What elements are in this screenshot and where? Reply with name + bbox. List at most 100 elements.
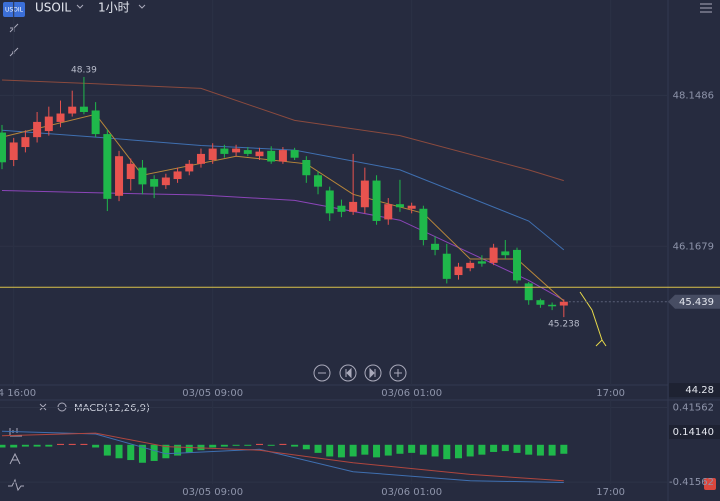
- macd-bar: [115, 444, 123, 459]
- macd-bar: [443, 444, 451, 460]
- candle-body: [33, 121, 42, 138]
- macd-bar: [384, 444, 392, 456]
- macd-bar: [80, 443, 88, 445]
- macd-bar: [255, 443, 263, 445]
- candle-body: [477, 261, 486, 264]
- symbol-caret[interactable]: [76, 4, 84, 9]
- candle-body: [536, 300, 545, 305]
- last-price-box: [668, 294, 720, 309]
- macd-bar: [408, 444, 416, 453]
- macd-bar: [103, 444, 111, 456]
- candle-body: [372, 180, 381, 221]
- macd-bar: [291, 444, 299, 447]
- price-annotation: 45.238: [548, 320, 580, 330]
- macd-bar: [33, 444, 41, 447]
- macd-bar: [349, 444, 357, 457]
- macd-bar: [138, 444, 146, 463]
- candle-body: [524, 283, 533, 301]
- tool-icon[interactable]: [9, 452, 21, 465]
- candle-body: [501, 251, 510, 256]
- macd-bar: [185, 444, 193, 453]
- candle-body: [395, 204, 404, 208]
- y-tick-label: 0.14140: [673, 427, 714, 438]
- scroll-left[interactable]: [339, 364, 357, 382]
- y-tick-label: 44.28: [685, 385, 714, 396]
- interval[interactable]: 1小时: [98, 1, 130, 15]
- x-tick-label: 17:00: [596, 388, 625, 399]
- x-tick-label: 04 16:00: [0, 388, 36, 399]
- candle-body: [302, 160, 311, 176]
- macd-bar: [490, 444, 498, 452]
- red-icon[interactable]: [704, 478, 716, 490]
- scroll-left-icon: [345, 367, 352, 379]
- macd-bar: [127, 444, 135, 461]
- macd-bar: [478, 444, 486, 455]
- macd-bar: [536, 444, 544, 456]
- macd-bar: [373, 444, 381, 458]
- macd-bar: [232, 444, 240, 446]
- interval-caret[interactable]: [138, 4, 146, 9]
- macd-bar: [501, 444, 509, 452]
- zoom-out[interactable]: [313, 364, 331, 382]
- candle-body: [360, 180, 369, 208]
- candle-body: [115, 156, 124, 196]
- x-tick-label: 03/06 01:00: [381, 487, 442, 498]
- candle-body: [548, 304, 557, 307]
- nav-buttons: [313, 364, 407, 382]
- candle-body: [56, 113, 65, 122]
- candle-body: [161, 177, 170, 186]
- y-tick-label: 46.1679: [673, 241, 714, 252]
- macd-bar: [10, 444, 18, 448]
- symbol[interactable]: USOIL: [35, 1, 71, 15]
- candle-body: [196, 153, 205, 164]
- symbol-icon-text: USOIL: [5, 7, 24, 14]
- tool-icon[interactable]: [8, 478, 24, 492]
- candle-body: [21, 137, 30, 148]
- candle-body: [255, 151, 264, 157]
- candle-body: [349, 201, 358, 212]
- y-tick-label: -0.41562: [669, 477, 714, 488]
- menu-icon[interactable]: [700, 3, 712, 13]
- macd-bar: [466, 444, 474, 457]
- macd-bar: [92, 444, 100, 448]
- scroll-right[interactable]: [364, 364, 382, 382]
- price-annotation: 48.39: [71, 65, 97, 75]
- macd-bar: [174, 444, 182, 456]
- candle-body: [466, 262, 475, 269]
- x-tick-label: 03/05 09:00: [182, 487, 243, 498]
- candle-body: [138, 167, 147, 185]
- x-tick-label: 17:00: [596, 487, 625, 498]
- candle-body: [79, 106, 88, 112]
- x-tick-label: 03/05 09:00: [182, 388, 243, 399]
- macd-bar: [244, 444, 252, 446]
- macd-bar: [513, 444, 521, 453]
- candle-body: [489, 247, 498, 263]
- candle-body: [243, 150, 252, 154]
- indicator-title: MACD(12,26,9): [74, 403, 150, 414]
- macd-bar: [396, 444, 404, 454]
- candle-body: [314, 175, 323, 187]
- macd-bar: [57, 443, 65, 445]
- candle-body: [9, 142, 18, 160]
- last-price-label: 45.439: [679, 297, 714, 308]
- macd-bar: [454, 444, 462, 459]
- candle-body: [419, 208, 428, 240]
- candle-body: [0, 132, 6, 163]
- indicator-line: [1, 79, 564, 182]
- macd-bar: [209, 444, 217, 448]
- macd-bar: [162, 444, 170, 459]
- macd-bar: [302, 444, 310, 450]
- zoom-in[interactable]: [389, 364, 407, 382]
- candle-body: [208, 148, 217, 160]
- macd-bar: [431, 444, 439, 457]
- candle-body: [407, 205, 416, 209]
- candle-body: [44, 116, 53, 132]
- candle-body: [559, 301, 568, 306]
- indicator-line: [1, 190, 565, 301]
- macd-bar: [361, 444, 369, 455]
- macd-bar: [21, 444, 29, 447]
- macd-bar: [326, 444, 334, 457]
- macd-bar: [150, 444, 158, 461]
